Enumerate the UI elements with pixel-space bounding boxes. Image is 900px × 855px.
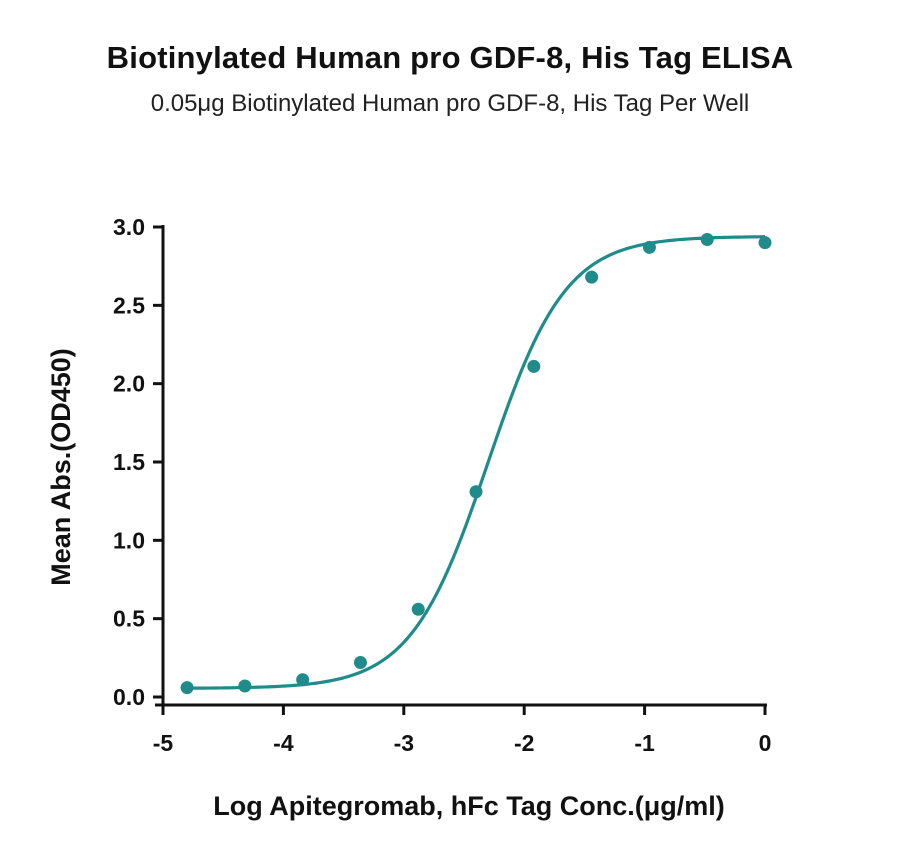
axes: [153, 225, 767, 715]
data-point: [180, 681, 194, 695]
x-tick-label: -5: [153, 730, 174, 756]
fit-curve: [187, 235, 766, 690]
data-point: [469, 485, 483, 499]
x-tick-label: -2: [514, 730, 534, 756]
y-tick-label: 0.5: [113, 606, 145, 632]
data-point: [238, 679, 252, 693]
data-points-layer: [180, 233, 772, 695]
y-tick-label: 0.0: [113, 684, 145, 710]
x-tick-label: -3: [394, 730, 414, 756]
axis-labels-layer: 0.0 0.5 1.0 1.5 2.0 2.5 3.0 -5 -4 -3 -2 -1 0 Log Apit…: [46, 214, 771, 821]
x-tick-label: -4: [273, 730, 294, 756]
chart-title: Biotinylated Human pro GDF-8, His Tag EL…: [106, 40, 794, 75]
chart-subtitle: 0.05μg Biotinylated Human pro GDF-8, His…: [150, 90, 750, 117]
x-axis-title: Log Apitegromab, hFc Tag Conc.(μg/ml): [213, 791, 725, 821]
data-point: [585, 270, 599, 284]
y-tick-label: 1.5: [113, 449, 145, 475]
fit-curve-layer: [187, 235, 766, 690]
y-tick-label: 1.0: [113, 527, 145, 553]
y-tick-label: 2.5: [113, 292, 145, 318]
y-axis-title: Mean Abs.(OD450): [46, 348, 76, 586]
y-tick-label: 2.0: [113, 371, 145, 397]
data-point: [642, 240, 656, 254]
data-point: [411, 602, 425, 616]
x-tick-label: 0: [759, 730, 772, 756]
data-point: [700, 233, 714, 247]
data-point: [758, 236, 772, 250]
data-point: [527, 359, 541, 373]
data-point: [353, 656, 367, 670]
y-tick-label: 3.0: [113, 214, 145, 240]
data-point: [296, 673, 310, 687]
x-tick-label: -1: [634, 730, 655, 756]
